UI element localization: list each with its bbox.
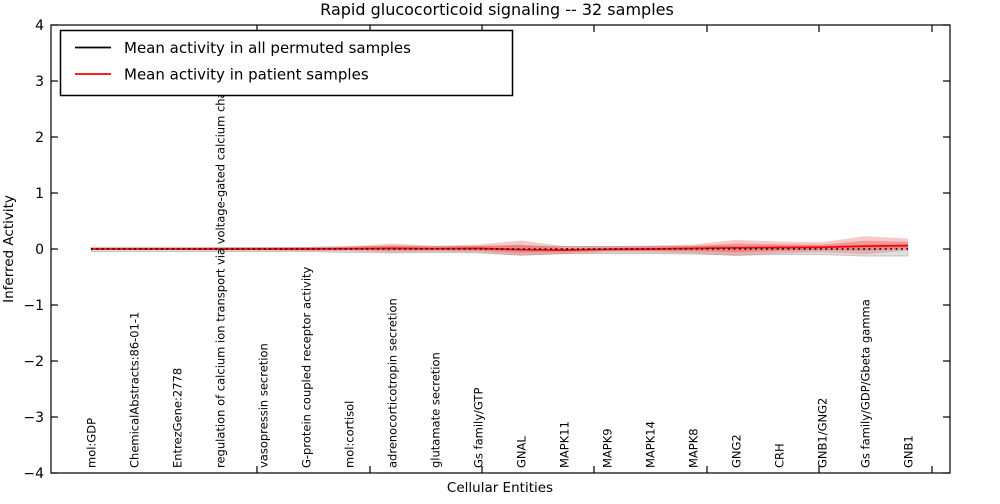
y-tick-label: 0 [35, 242, 44, 258]
x-category-label: MAPK8 [687, 428, 701, 468]
y-tick-label: 2 [35, 130, 44, 146]
y-tick-label: 3 [35, 74, 44, 90]
legend-entry-label: Mean activity in all permuted samples [124, 39, 411, 57]
x-category-label: GNB1 [902, 435, 916, 468]
x-category-label: GNB1/GNG2 [816, 398, 830, 468]
x-category-label: vasopressin secretion [257, 343, 271, 468]
x-category-label: CRH [773, 443, 787, 468]
y-tick-label: −4 [23, 466, 44, 482]
x-category-label: Gs family/GTP [472, 388, 486, 468]
legend-entry-label: Mean activity in patient samples [124, 66, 369, 84]
patient-band-outer [91, 236, 908, 256]
x-category-label: GNAL [515, 436, 529, 468]
x-category-label: GNG2 [730, 434, 744, 468]
x-category-label: ChemicalAbstracts:86-01-1 [128, 312, 142, 468]
y-tick-label: 4 [35, 18, 44, 34]
y-tick-label: −3 [23, 410, 44, 426]
x-category-label: EntrezGene:2778 [171, 368, 185, 468]
x-category-label: adrenocorticotropin secretion [386, 298, 400, 468]
x-category-label: MAPK14 [644, 421, 658, 468]
y-tick-label: −1 [23, 298, 44, 314]
y-axis-label: Inferred Activity [1, 195, 17, 303]
y-tick-label: −2 [23, 354, 44, 370]
x-category-label: Gs family/GDP/Gbeta gamma [859, 299, 873, 468]
x-category-label: glutamate secretion [429, 352, 443, 468]
x-category-label: MAPK11 [558, 421, 572, 468]
x-category-label: mol:cortisol [343, 401, 357, 468]
x-category-label: mol:GDP [85, 418, 99, 468]
x-category-label: G-protein coupled receptor activity [300, 266, 314, 468]
x-axis-label: Cellular Entities [447, 480, 553, 496]
chart-title: Rapid glucocorticoid signaling -- 32 sam… [320, 0, 674, 19]
legend-box [59, 29, 514, 97]
x-category-label: regulation of calcium ion transport via … [214, 61, 228, 468]
y-tick-label: 1 [35, 186, 44, 202]
x-category-label: MAPK9 [601, 428, 615, 468]
